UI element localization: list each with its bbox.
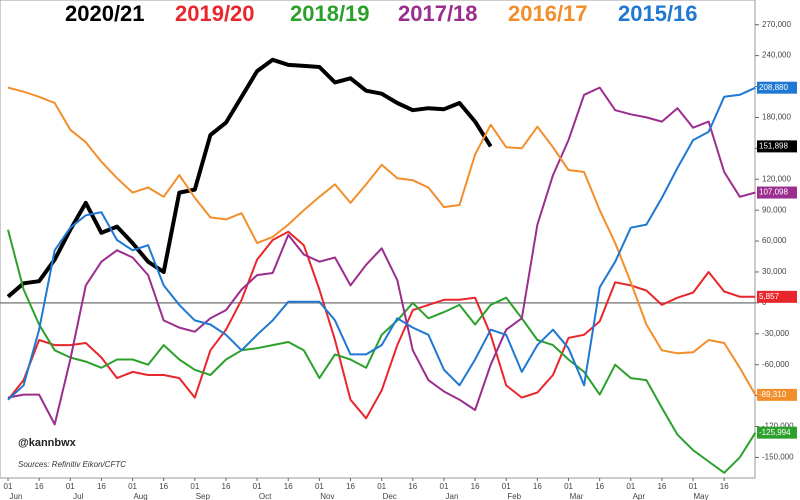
x-tick-label: 16 xyxy=(346,482,355,491)
series-line xyxy=(7,229,757,474)
plot-frame xyxy=(0,0,756,479)
end-label: -89,310 xyxy=(759,390,787,399)
x-tick-label: 01 xyxy=(689,482,698,491)
source: Sources: Refinitiv Eikon/CFTC xyxy=(18,460,126,469)
y-tick-label: 60,000 xyxy=(762,236,787,245)
x-tick-label: 16 xyxy=(720,482,729,491)
x-tick-label: 01 xyxy=(502,482,511,491)
x-tick-label: 16 xyxy=(97,482,106,491)
y-tick-label: -150,000 xyxy=(762,453,794,462)
legend-label: 2015/16 xyxy=(618,1,698,26)
x-tick-label: 01 xyxy=(190,482,199,491)
month-label: Apr xyxy=(633,492,646,500)
x-tick-label: 01 xyxy=(626,482,635,491)
x-tick-label: 16 xyxy=(222,482,231,491)
end-label: -125,994 xyxy=(759,428,791,437)
end-label-box xyxy=(757,426,797,439)
x-tick-label: 01 xyxy=(440,482,449,491)
end-label: 107,098 xyxy=(759,188,788,197)
y-tick-label: 270,000 xyxy=(762,20,791,29)
series-line xyxy=(6,57,493,299)
x-tick-label: 01 xyxy=(315,482,324,491)
month-label: Mar xyxy=(570,492,584,500)
x-tick-label: 01 xyxy=(377,482,386,491)
y-tick-label: 30,000 xyxy=(762,267,787,276)
month-label: Aug xyxy=(133,492,147,500)
end-label-box xyxy=(757,388,797,401)
x-tick-label: 16 xyxy=(471,482,480,491)
month-label: Jun xyxy=(10,492,23,500)
month-label: Nov xyxy=(320,492,334,500)
series-line xyxy=(7,230,756,420)
x-tick-label: 01 xyxy=(66,482,75,491)
x-tick-label: 16 xyxy=(595,482,604,491)
x-tick-label: 16 xyxy=(35,482,44,491)
y-tick-label: 120,000 xyxy=(762,174,791,183)
x-tick-label: 01 xyxy=(128,482,137,491)
end-label-box xyxy=(757,81,797,94)
y-tick-label: -120,000 xyxy=(762,422,794,431)
end-label-box xyxy=(757,140,797,153)
x-tick-label: 16 xyxy=(533,482,542,491)
end-label: 5,857 xyxy=(759,292,780,301)
legend-label: 2020/21 xyxy=(65,1,145,26)
x-tick-label: 16 xyxy=(284,482,293,491)
y-tick-label: 90,000 xyxy=(762,205,787,214)
x-tick-label: 16 xyxy=(408,482,417,491)
y-tick-label: -60,000 xyxy=(762,360,790,369)
legend-label: 2018/19 xyxy=(290,1,370,26)
end-label-box xyxy=(757,290,797,303)
handle: @kannbwx xyxy=(18,437,77,449)
month-label: Jan xyxy=(446,492,459,500)
x-tick-label: 16 xyxy=(657,482,666,491)
series-line xyxy=(7,86,756,401)
legend-label: 2017/18 xyxy=(398,1,478,26)
month-label: May xyxy=(694,492,709,500)
month-label: Sep xyxy=(196,492,211,500)
x-tick-label: 01 xyxy=(253,482,262,491)
x-tick-label: 16 xyxy=(159,482,168,491)
x-tick-label: 01 xyxy=(564,482,573,491)
y-tick-label: 180,000 xyxy=(762,113,791,122)
end-label: 151,898 xyxy=(759,141,788,150)
end-label-box xyxy=(757,186,797,199)
y-tick-label: -30,000 xyxy=(762,329,790,338)
legend-label: 2019/20 xyxy=(175,1,255,26)
end-label: 208,880 xyxy=(759,83,788,92)
y-tick-label: 240,000 xyxy=(762,51,791,60)
month-label: Dec xyxy=(383,492,397,500)
month-label: Jul xyxy=(73,492,83,500)
series-line xyxy=(7,86,756,426)
series-line xyxy=(7,86,757,396)
month-label: Feb xyxy=(507,492,521,500)
legend-label: 2016/17 xyxy=(508,1,588,26)
x-tick-label: 01 xyxy=(4,482,13,491)
month-label: Oct xyxy=(259,492,272,500)
